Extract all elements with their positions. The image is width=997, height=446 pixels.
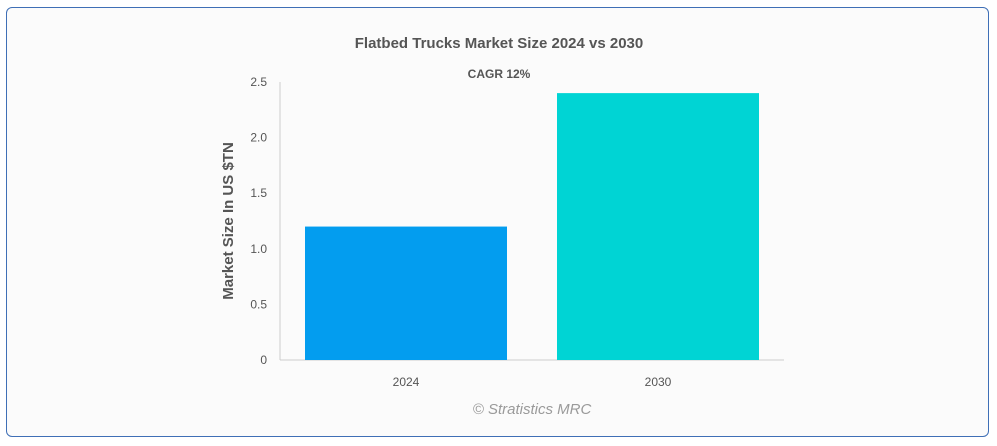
chart-title: Flatbed Trucks Market Size 2024 vs 2030	[355, 35, 644, 52]
x-tick-label: 2030	[645, 375, 672, 389]
y-tick-label: 1.0	[250, 242, 267, 256]
y-tick-label: 0	[260, 353, 267, 367]
y-tick-label: 1.5	[250, 186, 267, 200]
y-axis-label: Market Size In US $TN	[220, 142, 237, 300]
y-tick-label: 2.0	[250, 131, 267, 145]
credit-watermark: © Stratistics MRC	[473, 401, 592, 418]
bar-2024	[305, 226, 507, 360]
chart-subtitle: CAGR 12%	[468, 67, 531, 81]
y-tick-label: 0.5	[250, 297, 267, 311]
bar-2030	[557, 93, 759, 361]
chart-frame	[6, 7, 989, 437]
x-tick-label: 2024	[393, 375, 420, 389]
y-tick-label: 2.5	[250, 75, 267, 89]
